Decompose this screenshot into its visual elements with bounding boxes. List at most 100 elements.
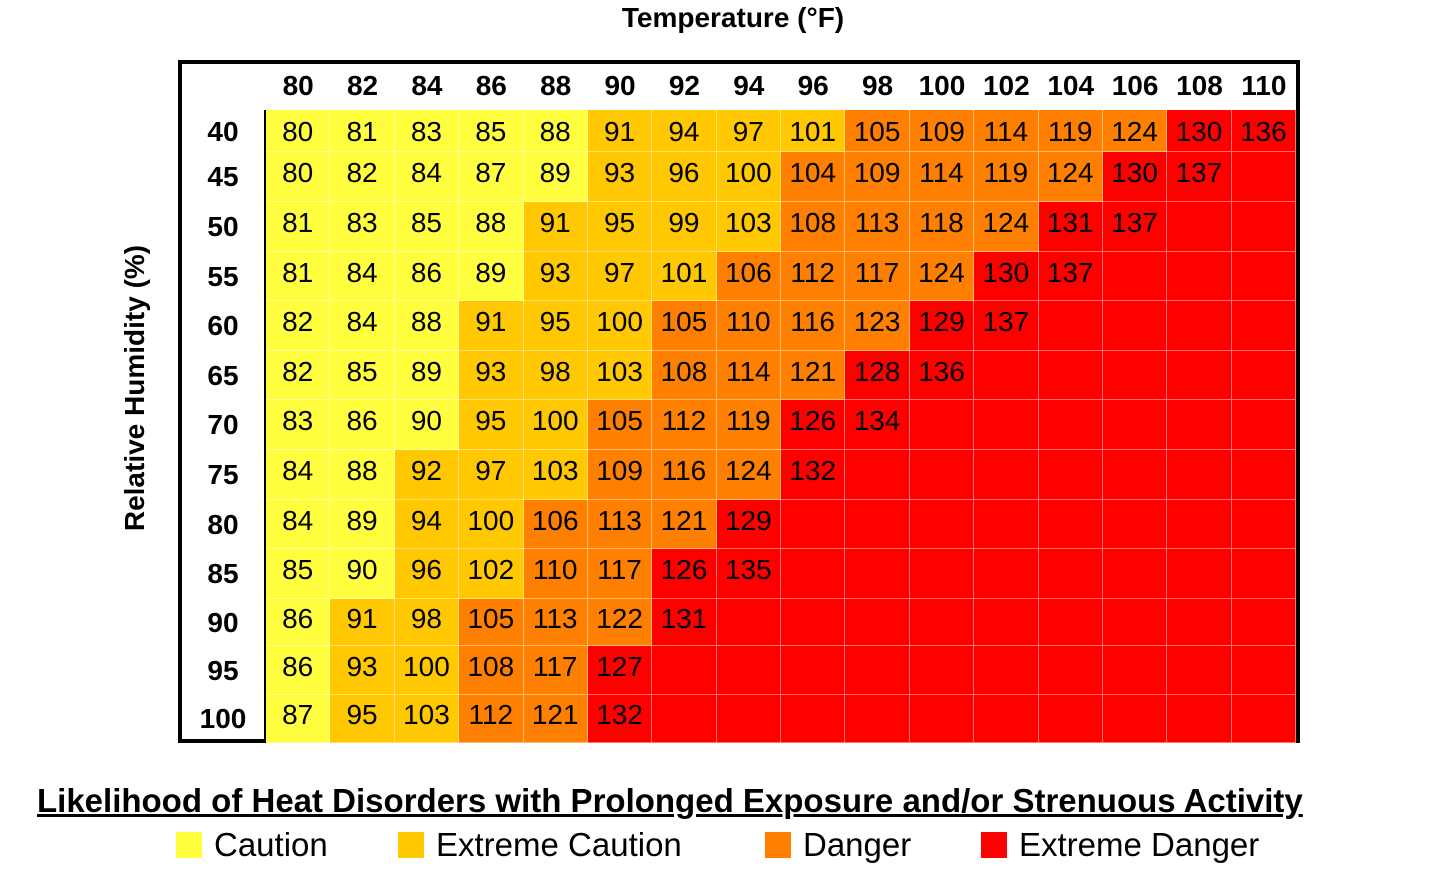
heatmap-cell (1167, 599, 1232, 646)
heatmap-cell: 113 (587, 500, 653, 549)
heatmap-cell: 84 (330, 301, 395, 351)
heatmap-cell: 137 (1102, 202, 1168, 252)
heatmap-cell: 108 (781, 202, 846, 252)
heatmap-cell: 95 (330, 695, 395, 743)
heatmap-cell: 94 (394, 500, 460, 549)
heatmap-cell: 96 (394, 549, 460, 599)
heatmap-cell: 116 (652, 450, 717, 500)
heatmap-cell: 116 (781, 301, 846, 351)
legend-label: Danger (803, 826, 912, 863)
heatmap-cell (1102, 549, 1168, 599)
legend-item-extreme-danger: Extreme Danger (981, 826, 1259, 864)
heatmap-cell: 99 (652, 202, 717, 252)
heatmap-cell: 88 (394, 301, 460, 351)
heatmap-cell: 93 (587, 152, 653, 202)
heatmap-cell (1167, 252, 1232, 301)
heatmap-cell: 121 (781, 351, 846, 400)
heatmap-cell: 105 (587, 400, 653, 450)
x-tick-label: 110 (1241, 70, 1287, 101)
heatmap-cell: 84 (330, 252, 395, 301)
x-tick-label: 96 (797, 70, 829, 101)
heatmap-cell: 117 (523, 646, 588, 695)
heatmap-cell: 81 (266, 202, 331, 252)
heat-index-table: 80 82 84 86 88 90 92 94 96 98 100 102 104 106 108 110 40… (178, 60, 1300, 743)
heatmap-cell (1167, 202, 1232, 252)
heatmap-cell (1038, 599, 1103, 646)
legend-swatch (398, 832, 424, 858)
x-tick-label: 88 (540, 70, 572, 101)
heatmap-cell (974, 599, 1039, 646)
x-tick-label: 98 (861, 70, 894, 101)
heatmap-cell: 98 (394, 599, 460, 646)
legend-swatch (176, 832, 202, 858)
heatmap-cell: 126 (652, 549, 717, 599)
heatmap-cell: 93 (330, 646, 395, 695)
heatmap-cell (974, 351, 1039, 400)
heatmap-cell: 130 (1167, 110, 1232, 152)
x-tick-label: 106 (1111, 70, 1159, 101)
heatmap-cell: 124 (1102, 110, 1168, 152)
x-tick-label: 102 (982, 70, 1030, 101)
heatmap-cell: 105 (652, 301, 717, 351)
heatmap-cell (1231, 500, 1296, 549)
y-tick-label: 95 (207, 655, 239, 686)
heatmap-cell: 109 (909, 110, 975, 152)
heatmap-cell: 127 (587, 646, 653, 695)
heatmap-cell: 114 (974, 110, 1039, 152)
heatmap-cell: 95 (587, 202, 653, 252)
heatmap-cell (1038, 646, 1103, 695)
heatmap-cell (1167, 301, 1232, 351)
heatmap-cell: 85 (459, 110, 524, 152)
heatmap-cell: 84 (266, 450, 331, 500)
heatmap-cell (716, 695, 781, 743)
heatmap-cell: 81 (266, 252, 331, 301)
heatmap-cell: 136 (1231, 110, 1296, 152)
heatmap-cell: 101 (652, 252, 717, 301)
legend-label: Extreme Danger (1019, 826, 1260, 863)
heatmap-cell: 110 (716, 301, 781, 351)
x-tick-label: 80 (282, 70, 314, 101)
heatmap-cell: 129 (909, 301, 975, 351)
heatmap-cell: 87 (459, 152, 524, 202)
x-tick-label: 100 (918, 70, 966, 101)
heatmap-cell: 88 (523, 110, 588, 152)
heatmap-cell: 103 (716, 202, 781, 252)
y-tick-label: 75 (207, 459, 239, 490)
y-axis-title: Relative Humidity (%) (119, 244, 150, 532)
y-tick-label: 90 (207, 607, 239, 638)
heatmap-cell (845, 695, 910, 743)
x-tick-label: 86 (475, 70, 507, 101)
heatmap-cell: 130 (1102, 152, 1168, 202)
heatmap-cell (909, 500, 975, 549)
heatmap-cell: 103 (394, 695, 460, 743)
heatmap-cell: 83 (330, 202, 395, 252)
heatmap-cell: 90 (330, 549, 395, 599)
heatmap-cell: 84 (266, 500, 331, 549)
heatmap-cell: 103 (587, 351, 653, 400)
heatmap-cell: 132 (587, 695, 653, 743)
x-axis-title: Temperature (°F) (621, 2, 845, 33)
y-tick-label: 60 (207, 310, 239, 341)
heatmap-cell (1231, 252, 1296, 301)
heatmap-cell (1102, 252, 1168, 301)
heatmap-cell (781, 549, 846, 599)
heatmap-cell (781, 646, 846, 695)
heatmap-cell (1167, 549, 1232, 599)
heatmap-cell (1038, 400, 1103, 450)
heatmap-cell: 124 (909, 252, 975, 301)
heatmap-cell (845, 500, 910, 549)
heatmap-cell (1231, 152, 1296, 202)
heatmap-cell (1102, 301, 1168, 351)
heatmap-cell: 82 (266, 351, 331, 400)
heatmap-cell: 119 (1038, 110, 1103, 152)
heatmap-cell (909, 549, 975, 599)
heatmap-cell: 91 (459, 301, 524, 351)
heatmap-cell (1038, 301, 1103, 351)
heatmap-cell (1231, 301, 1296, 351)
heatmap-cell (909, 450, 975, 500)
heatmap-grid: 80 82 84 86 88 90 92 94 96 98 100 102 104 106 108 110 40… (182, 64, 1296, 743)
heatmap-cell (1167, 500, 1232, 549)
heatmap-cell: 85 (266, 549, 331, 599)
heatmap-cell: 137 (1167, 152, 1232, 202)
heatmap-cell: 100 (716, 152, 781, 202)
